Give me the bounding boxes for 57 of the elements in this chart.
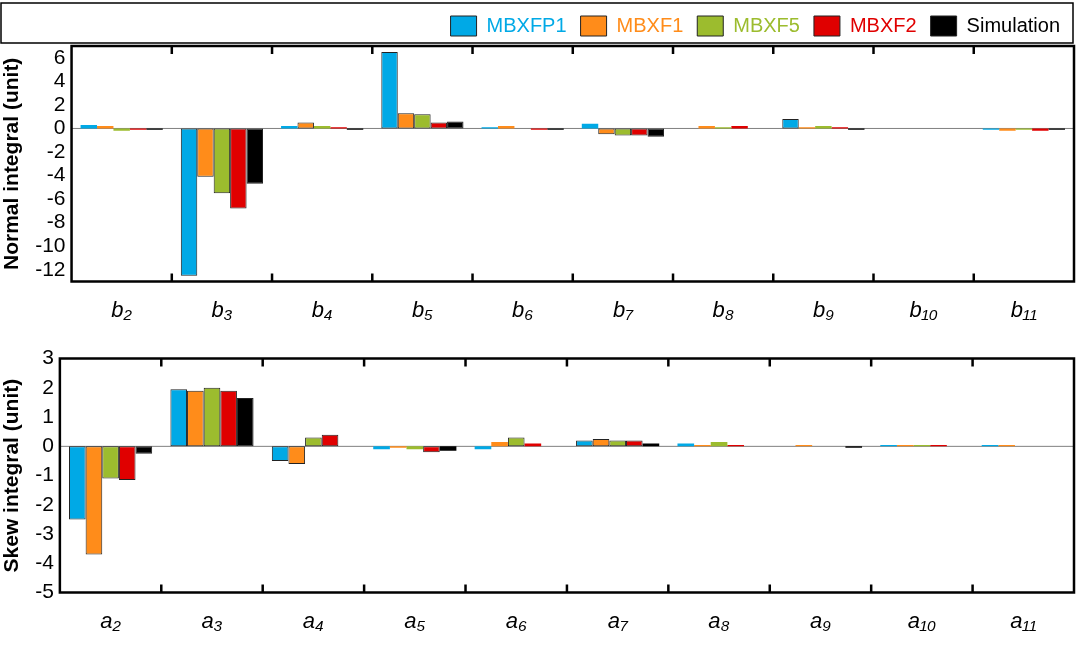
bar	[113, 128, 130, 131]
x-tick-label: a₁₀	[907, 607, 937, 633]
y-tick-label: -6	[46, 185, 66, 209]
x-tick-label: a₈	[708, 607, 730, 633]
y-tick-label: -4	[35, 550, 55, 574]
legend-label: MBXF1	[616, 13, 684, 36]
x-tick-label: a₆	[505, 607, 527, 633]
bar	[439, 446, 457, 451]
y-tick-label: -12	[35, 256, 66, 280]
legend-label: MBXFP1	[486, 13, 567, 36]
bar	[1032, 128, 1049, 131]
x-tick-label: a₉	[809, 607, 832, 633]
bar	[642, 443, 660, 447]
legend-label: MBXF5	[733, 13, 800, 36]
y-tick-label: -4	[46, 162, 66, 186]
y-tick-label: 6	[53, 44, 66, 68]
y-tick-label: 0	[42, 433, 54, 457]
x-tick-label: a₄	[302, 607, 324, 633]
bar	[677, 443, 695, 447]
y-axis-title: Skew integral (unit)	[0, 378, 23, 573]
y-tick-label: 2	[53, 91, 66, 115]
x-tick-label: a₅	[404, 607, 426, 633]
x-tick-label: b₇	[612, 296, 635, 322]
bar	[373, 446, 390, 450]
x-tick-label: a₂	[100, 607, 122, 633]
y-tick-label: 3	[42, 345, 54, 369]
x-tick-label: a₇	[607, 607, 629, 633]
y-tick-label: -8	[46, 209, 66, 233]
y-tick-label: 0	[53, 115, 66, 139]
x-tick-label: b₅	[411, 296, 434, 322]
legend-label: Simulation	[966, 13, 1061, 36]
y-axis-title: Normal integral (unit)	[0, 57, 23, 270]
x-tick-label: b₁₁	[1010, 296, 1037, 322]
legend-label: MBXF2	[849, 13, 917, 36]
y-tick-label: 1	[42, 403, 54, 427]
x-tick-label: b₂	[111, 296, 133, 322]
y-tick-label: -1	[35, 462, 54, 486]
x-tick-label: b₃	[211, 296, 233, 322]
x-tick-label: a₃	[201, 607, 223, 633]
x-tick-label: b₆	[512, 296, 534, 322]
y-tick-label: 2	[42, 374, 54, 398]
bar	[474, 446, 492, 450]
bar	[524, 443, 542, 447]
y-tick-label: -10	[35, 233, 66, 257]
bar	[999, 128, 1016, 131]
x-tick-label: b₄	[311, 296, 333, 322]
bar	[491, 441, 508, 447]
y-tick-label: -2	[35, 491, 54, 515]
x-tick-label: a₁₁	[1010, 607, 1037, 633]
x-tick-label: b₉	[812, 296, 835, 322]
bar	[406, 446, 424, 450]
y-tick-label: -2	[46, 138, 66, 162]
y-tick-label: -5	[35, 579, 54, 603]
x-tick-label: b₁₀	[909, 296, 938, 322]
y-tick-label: 4	[53, 68, 66, 92]
x-tick-label: b₈	[712, 296, 734, 322]
y-tick-label: -3	[35, 520, 54, 544]
